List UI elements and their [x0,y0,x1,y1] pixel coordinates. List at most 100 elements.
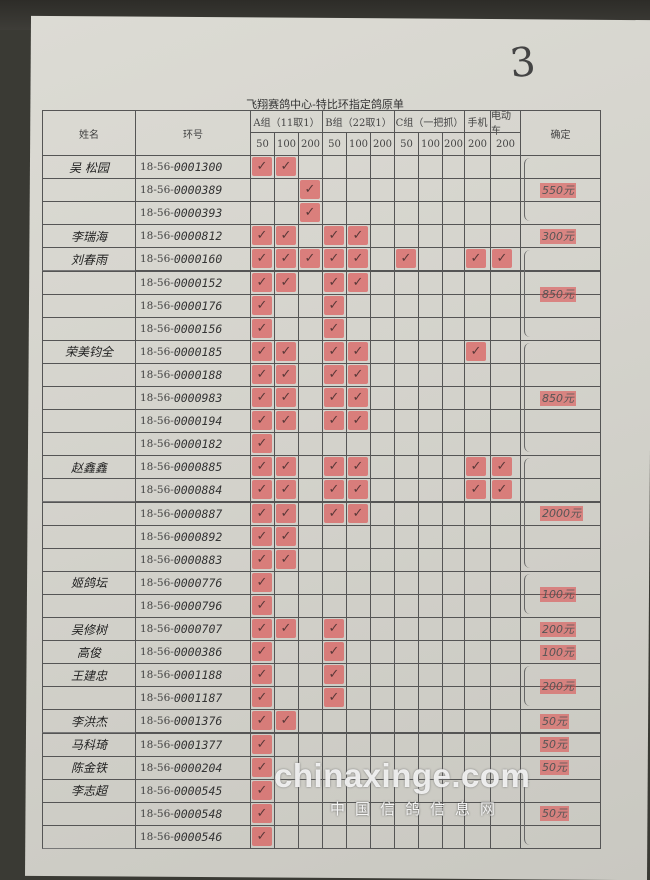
grid-cell [442,524,465,549]
grid-cell [370,270,395,295]
grid-cell [394,339,419,364]
grid-cell [370,824,395,849]
confirm-cell [520,524,601,549]
grid-cell [442,339,465,364]
ring-digits: 0000160 [173,252,223,267]
grid-cell [464,316,491,341]
grid-cell [274,663,299,688]
owner-name: 李志超 [42,778,136,803]
checkmark-icon: ✓ [276,388,296,407]
owner-name: 吴修树 [42,617,136,642]
grid-cell [394,524,419,549]
checkmark-icon: ✓ [324,226,344,246]
grid-cell [490,547,521,572]
grid-cell [298,824,323,849]
owner-name: 吴 松园 [42,155,136,180]
grid-cell [394,362,419,387]
checkmark-icon: ✓ [324,272,344,292]
grid-cell [442,478,465,503]
grid-cell [298,732,323,757]
checkmark-icon: ✓ [252,411,272,431]
grid-cell [298,686,323,711]
ring-prefix: 18-56- [140,322,174,335]
grid-cell [370,224,395,249]
grid-cell [322,824,347,849]
amount-text: 850元 [540,390,576,406]
grid-cell [274,316,299,341]
grid-cell [464,501,491,526]
ring-digits: 0001300 [173,160,223,175]
grid-cell [418,247,443,272]
checkmark-icon: ✓ [252,688,272,708]
ring-digits: 0000182 [173,437,223,452]
grid-cell [442,824,465,849]
grid-cell [442,201,465,226]
confirm-amount: 200元 [540,678,576,695]
checkmark-icon: ✓ [252,457,272,477]
checkmark-icon: ✓ [252,226,272,246]
owner-name [42,686,136,711]
grid-cell [464,686,491,711]
grid-cell [490,362,521,387]
amount-text: 850元 [540,286,576,302]
owner-name [42,593,136,618]
confirm-amount: 850元 [540,286,576,302]
grid-cell [394,270,419,295]
grid-cell [394,293,419,318]
ring-digits: 0000185 [173,344,223,359]
grid-cell [394,547,419,572]
checkmark-icon: ✓ [324,364,344,384]
checkmark-icon: ✓ [276,503,296,523]
grid-cell [490,663,521,688]
grid-cell [274,593,299,618]
checkmark-icon: ✓ [276,480,296,500]
grid-cell [394,501,419,526]
grid-cell [464,663,491,688]
confirm-amount: 2000元 [540,505,583,522]
grid-cell [322,155,347,180]
confirm-amount: 850元 [540,390,576,406]
grid-cell [442,709,465,734]
ring-digits: 0001377 [173,737,223,752]
grid-cell [418,339,443,364]
grid-cell [418,570,443,595]
grid-cell [490,201,521,226]
grid-cell [394,455,419,480]
ring-digits: 0000389 [173,183,223,198]
ring-prefix: 18-56- [140,692,174,705]
grid-cell [370,386,395,411]
checkmark-icon: ✓ [276,249,296,269]
grid-cell [418,201,443,226]
grid-cell [370,201,395,226]
header-sub: 200 [490,132,521,156]
ring-prefix: 18-56- [140,484,174,497]
ring-number: 18-56- 0000176 [135,293,251,318]
checkmark-icon: ✓ [348,411,368,431]
ring-digits: 0000887 [173,506,223,521]
confirm-amount: 50元 [540,759,569,776]
header-sub: 100 [418,132,443,156]
grid-cell [464,178,491,203]
amount-text: 50元 [540,737,569,753]
grid-cell [370,316,395,341]
grid-cell [490,501,521,526]
grid-cell [346,547,371,572]
checkmark-icon: ✓ [276,526,296,546]
grid-cell [298,155,323,180]
grid-cell [490,686,521,711]
ring-digits: 0000892 [173,529,223,544]
owner-name: 李瑞海 [42,224,136,249]
grid-cell [370,247,395,272]
grid-cell [418,478,443,503]
ring-digits: 0000204 [173,760,223,775]
brace [524,250,530,337]
checkmark-icon: ✓ [324,688,344,708]
confirm-cell [520,316,601,341]
owner-name: 刘春雨 [42,247,136,272]
grid-cell [274,824,299,849]
ring-number: 18-56- 0000812 [135,224,251,249]
grid-cell [490,316,521,341]
checkmark-icon: ✓ [300,180,320,200]
confirm-cell [520,778,601,803]
ring-prefix: 18-56- [140,553,174,566]
